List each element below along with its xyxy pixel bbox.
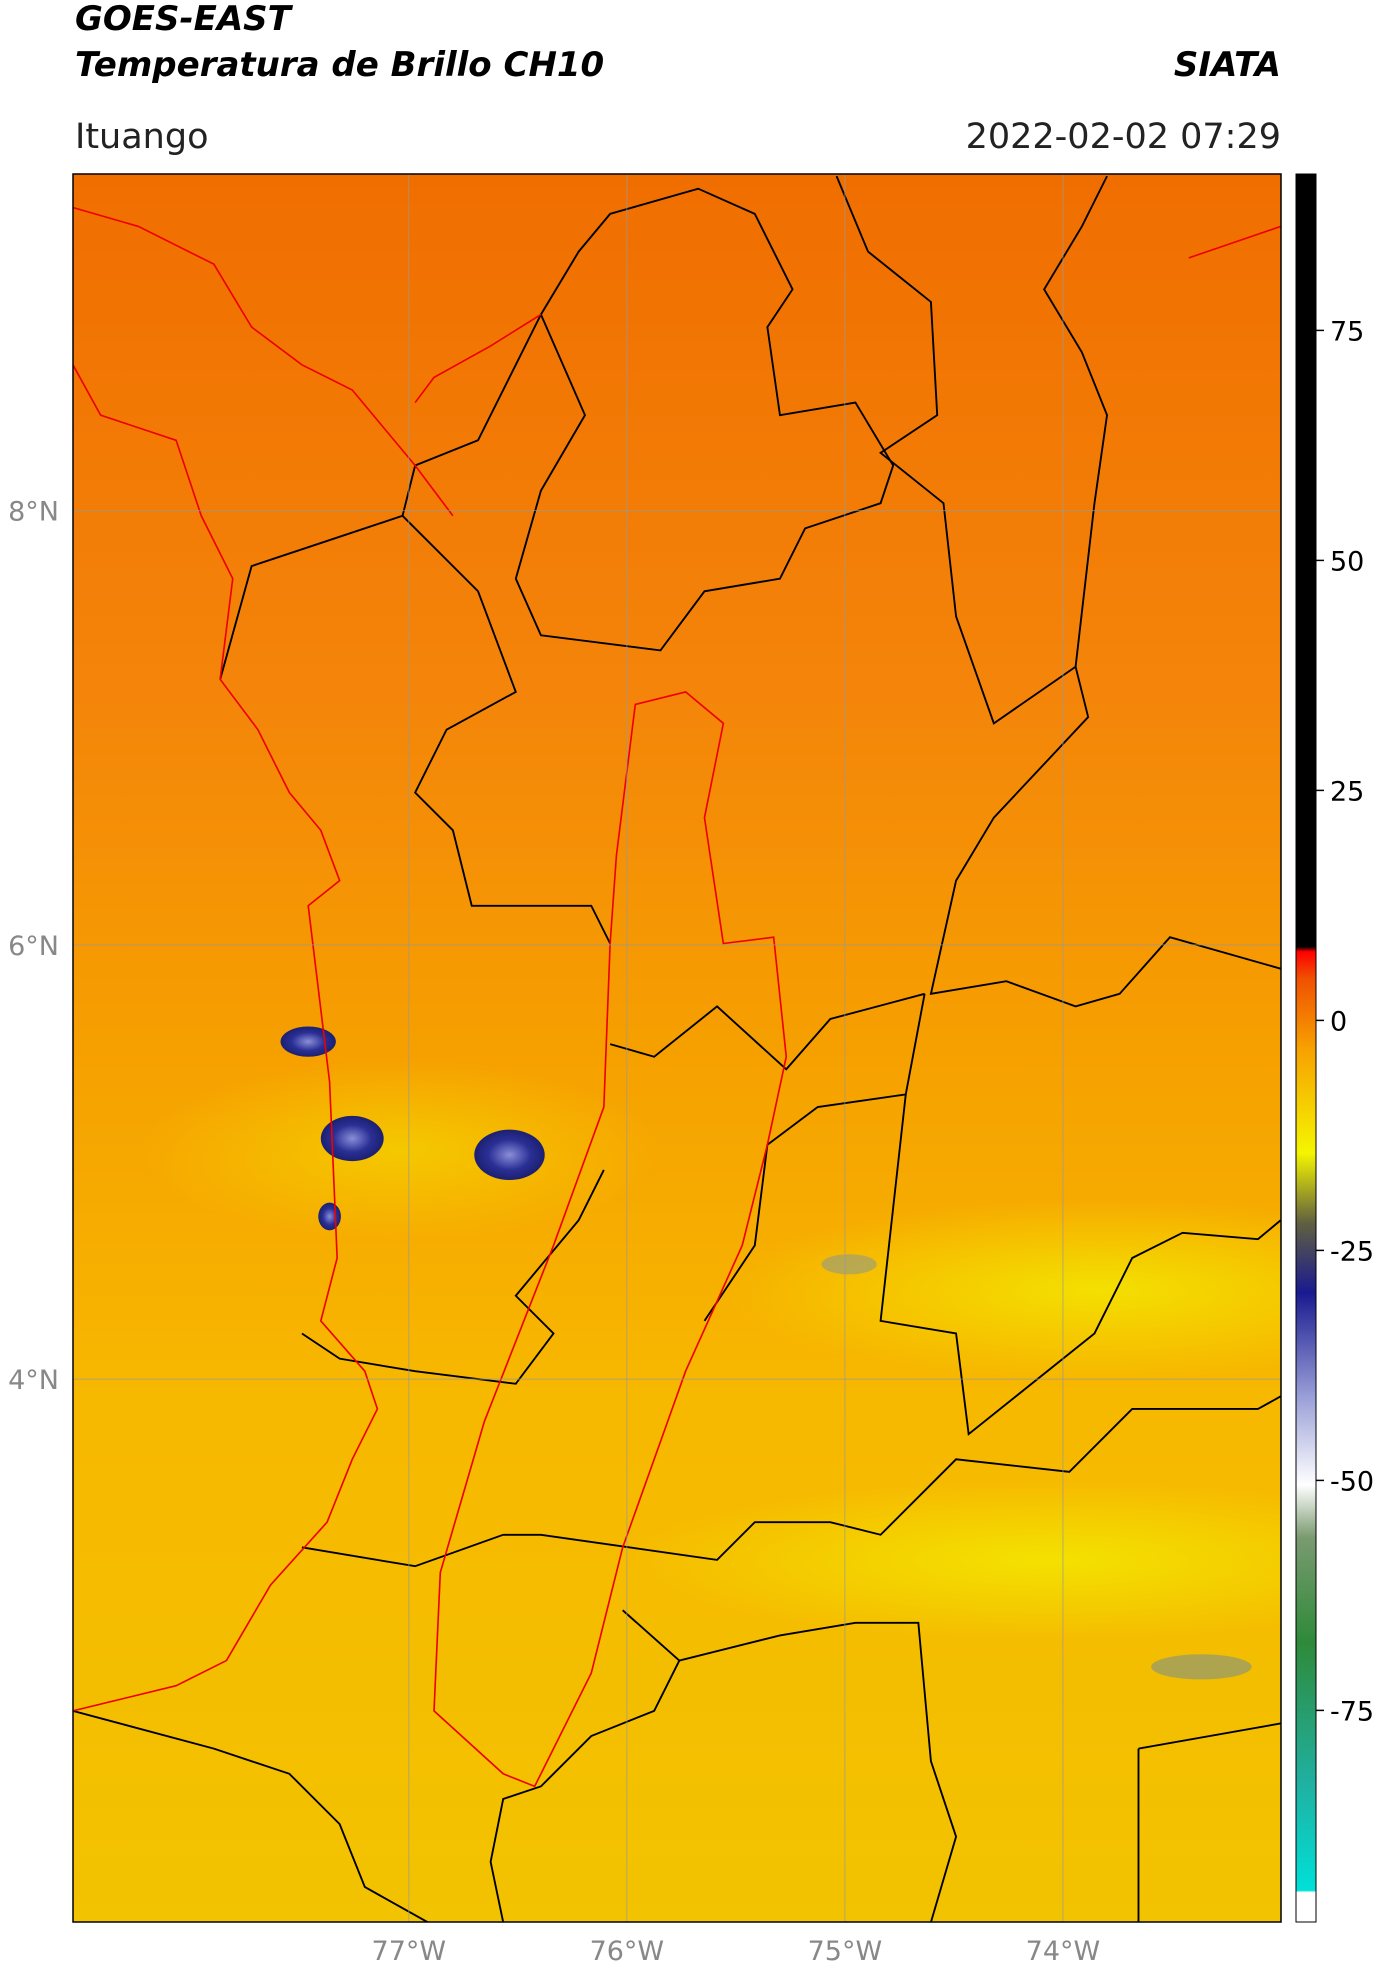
brand: SIATA (1174, 45, 1281, 85)
colorbar (1295, 173, 1317, 1923)
y-tick-label: 6°N (8, 931, 59, 962)
colorbar-tick-label: 0 (1330, 1006, 1347, 1037)
timestamp: 2022-02-02 07:29 (966, 117, 1281, 157)
location: Ituango (75, 117, 209, 157)
cloud (1151, 1654, 1252, 1680)
x-tick-label: 74°W (1026, 1936, 1101, 1967)
y-tick-label: 8°N (8, 497, 59, 528)
x-tick-label: 75°W (808, 1936, 883, 1967)
borders (73, 175, 1281, 1922)
map (73, 174, 1281, 1922)
map-features (73, 175, 1281, 1922)
x-tick-label: 76°W (590, 1936, 665, 1967)
cloud (821, 1254, 877, 1275)
red-lines (73, 206, 1281, 1788)
cloud (280, 1026, 336, 1057)
colorbar-tick-label: 25 (1330, 776, 1364, 807)
warm-band (720, 1200, 1281, 1380)
warm-band (630, 1480, 1281, 1640)
colorbar-tick-label: -50 (1330, 1466, 1374, 1497)
cloud (320, 1115, 384, 1162)
grid (73, 174, 1281, 1922)
map-frame (72, 173, 1282, 1923)
y-tick-label: 4°N (8, 1365, 59, 1396)
map-background (73, 174, 1281, 1922)
colorbar-tick-label: 50 (1330, 546, 1364, 577)
colorbar-tick-label: -75 (1330, 1696, 1374, 1727)
cloud (318, 1202, 341, 1231)
colorbar-tick-label: 75 (1330, 316, 1364, 347)
subtitle: Temperatura de Brillo CH10 (75, 45, 604, 85)
axes: 77°W 76°W 75°W 74°W 8°N 6°N 4°N 75 50 25 0 -25 -50 -7… (8, 316, 1374, 1967)
title: GOES-EAST (75, 0, 294, 39)
x-tick-label: 77°W (372, 1936, 447, 1967)
warm-band (140, 1060, 660, 1240)
cloud (474, 1129, 545, 1181)
colorbar-tick-label: -25 (1330, 1236, 1374, 1267)
